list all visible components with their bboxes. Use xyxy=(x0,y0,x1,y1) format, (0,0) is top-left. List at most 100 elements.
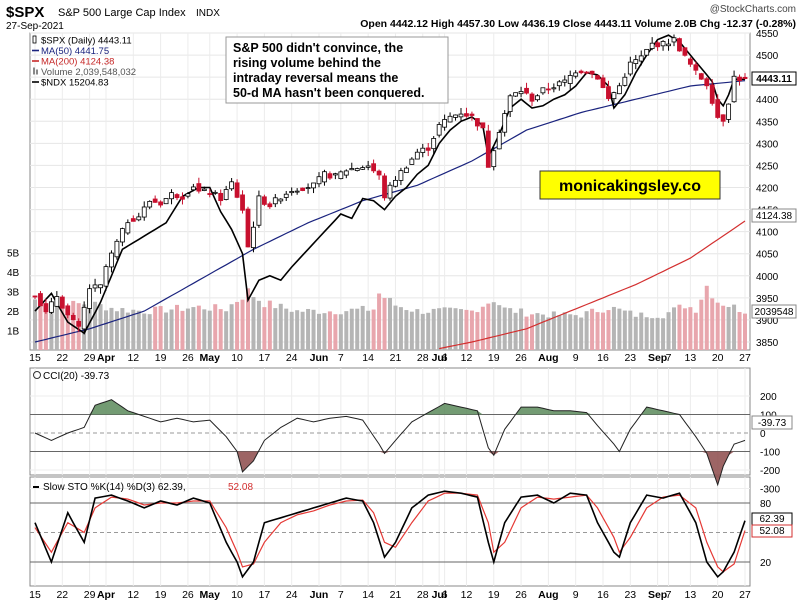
volume-bar xyxy=(338,314,343,350)
volume-bar xyxy=(54,304,59,350)
volume-bar xyxy=(180,310,185,350)
candle-body xyxy=(671,37,677,43)
volume-bar xyxy=(737,312,742,350)
candle-body xyxy=(595,75,600,80)
volume-tick-label: 2B xyxy=(7,307,20,318)
candle-body xyxy=(387,184,393,199)
x-tick-label: 20 xyxy=(712,589,724,601)
volume-bar xyxy=(655,317,660,350)
volume-bar xyxy=(125,312,130,350)
volume-bar xyxy=(207,310,212,350)
volume-bar xyxy=(590,308,595,350)
sto-d-tag-text: 52.08 xyxy=(759,526,784,537)
candle-body xyxy=(425,147,431,151)
volume-bar xyxy=(349,308,354,350)
candle-body xyxy=(38,293,43,307)
volume-bar xyxy=(213,304,218,350)
candle-body xyxy=(48,301,54,313)
candle-body xyxy=(234,182,240,198)
candle-body xyxy=(59,296,65,309)
candle-body xyxy=(529,93,535,102)
candle-body xyxy=(655,42,661,48)
candle-body xyxy=(447,115,453,123)
volume-bar xyxy=(300,311,305,350)
sto-k-tag: 62.39 xyxy=(751,512,793,526)
x-tick-label: 19 xyxy=(155,589,167,601)
volume-bar xyxy=(475,312,480,350)
ma200-line xyxy=(439,220,746,350)
candle-body xyxy=(726,103,732,120)
sto-label: Slow STO %K(14) %D(3) 62.39, 52.08 xyxy=(33,482,253,493)
volume-bar xyxy=(109,307,114,350)
volume-bar xyxy=(650,318,655,350)
volume-bar xyxy=(639,312,644,350)
candle-body xyxy=(687,58,693,65)
candle-body xyxy=(420,147,426,153)
candle-body xyxy=(584,71,590,74)
volume-bar xyxy=(595,312,600,350)
candle-body xyxy=(393,179,398,187)
x-tick-label: 16 xyxy=(597,352,609,364)
candle-body xyxy=(693,64,699,71)
volume-bar xyxy=(715,302,720,350)
price-tick-label: 4500 xyxy=(756,51,779,62)
price-tick-label: 3950 xyxy=(756,294,779,305)
annotation-line: S&P 500 didn't convince, the xyxy=(233,41,403,55)
volume-bar xyxy=(273,308,278,350)
volume-bar xyxy=(672,307,676,350)
x-tick-label: Apr xyxy=(97,352,115,364)
candle-body xyxy=(119,228,125,243)
candle-body xyxy=(229,181,235,190)
volume-bar xyxy=(153,306,158,350)
candle-body xyxy=(704,78,710,87)
sto-d-tag: 52.08 xyxy=(751,524,793,538)
candle-body xyxy=(289,191,295,194)
sto-k-tag-text: 62.39 xyxy=(759,514,784,525)
volume-bar xyxy=(382,297,387,350)
volume-tick-label: 5B xyxy=(7,249,20,260)
sto-panel xyxy=(29,476,751,587)
price-tick-label: 4100 xyxy=(756,228,779,239)
volume-bar xyxy=(235,301,240,350)
candle-body xyxy=(322,171,327,183)
x-tick-label: 26 xyxy=(182,589,194,601)
cci-line xyxy=(34,399,746,487)
x-tick-label: 22 xyxy=(56,589,68,601)
volume-bar xyxy=(546,317,551,350)
x-tick-label: 15 xyxy=(29,352,41,364)
candle-body xyxy=(65,305,71,316)
candle-body xyxy=(436,124,442,136)
x-tick-label: 9 xyxy=(573,352,579,364)
volume-bar xyxy=(431,308,436,350)
x-tick-label: 12 xyxy=(127,352,139,364)
volume-tag: 2039548 xyxy=(751,304,797,319)
x-tick-label: May xyxy=(200,589,221,601)
x-tick-label: 14 xyxy=(362,589,374,601)
ndx-line xyxy=(34,34,745,335)
volume-bar xyxy=(377,293,382,350)
candle-body xyxy=(300,187,306,191)
candle-body xyxy=(316,176,322,185)
x-tick-label: 19 xyxy=(488,589,500,601)
sto-tick-label: 20 xyxy=(760,558,772,569)
candle-body xyxy=(327,173,333,179)
candle-body xyxy=(518,91,524,95)
volume-bar xyxy=(551,311,556,350)
brand-text: monicakingsley.co xyxy=(559,178,701,195)
x-tick-label: Jul xyxy=(432,352,447,364)
candle-body xyxy=(272,197,278,205)
volume-bar xyxy=(628,310,633,350)
candle-body xyxy=(371,163,377,172)
candle-body xyxy=(152,198,158,203)
candle-body xyxy=(103,266,109,287)
candle-body xyxy=(201,188,207,191)
x-tick-label: 21 xyxy=(390,589,402,601)
candle-body xyxy=(666,43,671,47)
volume-bar xyxy=(617,308,622,350)
candle-body xyxy=(261,196,267,205)
volume-bar xyxy=(120,308,125,350)
volume-bar xyxy=(60,305,65,350)
candle-body xyxy=(502,113,508,133)
candle-body xyxy=(458,113,464,118)
candle-body xyxy=(87,288,93,309)
